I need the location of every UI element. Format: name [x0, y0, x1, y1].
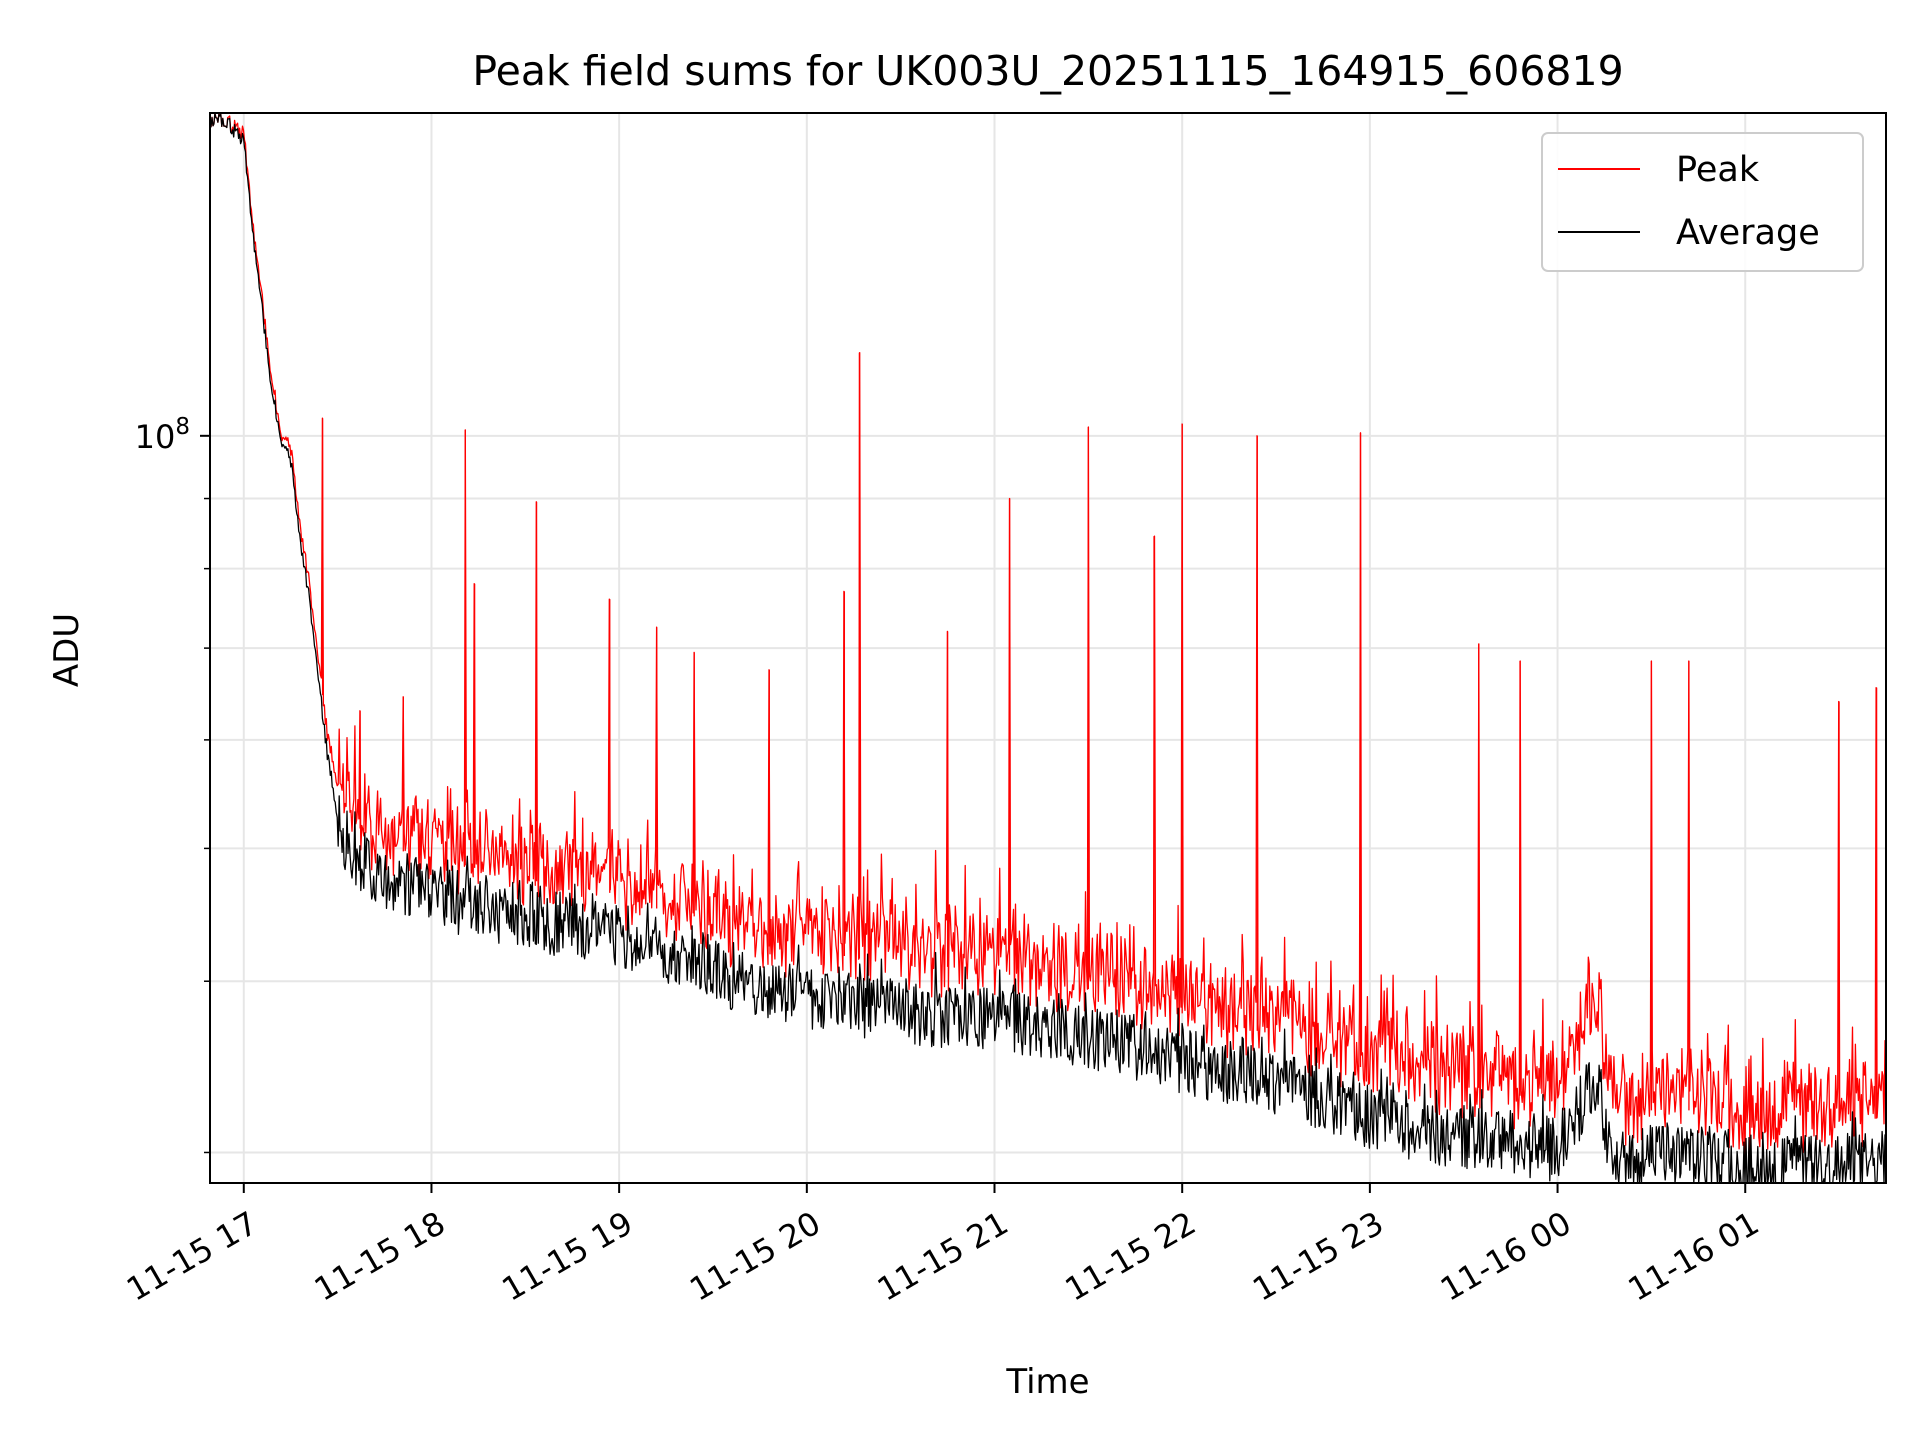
y-axis-title: ADU [47, 613, 87, 687]
chart-title: Peak field sums for UK003U_20251115_1649… [472, 47, 1623, 95]
legend: Peak Average [1541, 132, 1864, 272]
x-axis-title: Time [1005, 1362, 1089, 1402]
legend-box [1541, 132, 1864, 272]
legend-average-label: Average [1676, 213, 1820, 253]
y-tick-label-0: 108 [135, 414, 190, 456]
series-group [209, 112, 1887, 1184]
series-peak-line [209, 112, 1887, 1158]
legend-peak-label: Peak [1676, 150, 1760, 190]
series-average-line [209, 112, 1887, 1184]
